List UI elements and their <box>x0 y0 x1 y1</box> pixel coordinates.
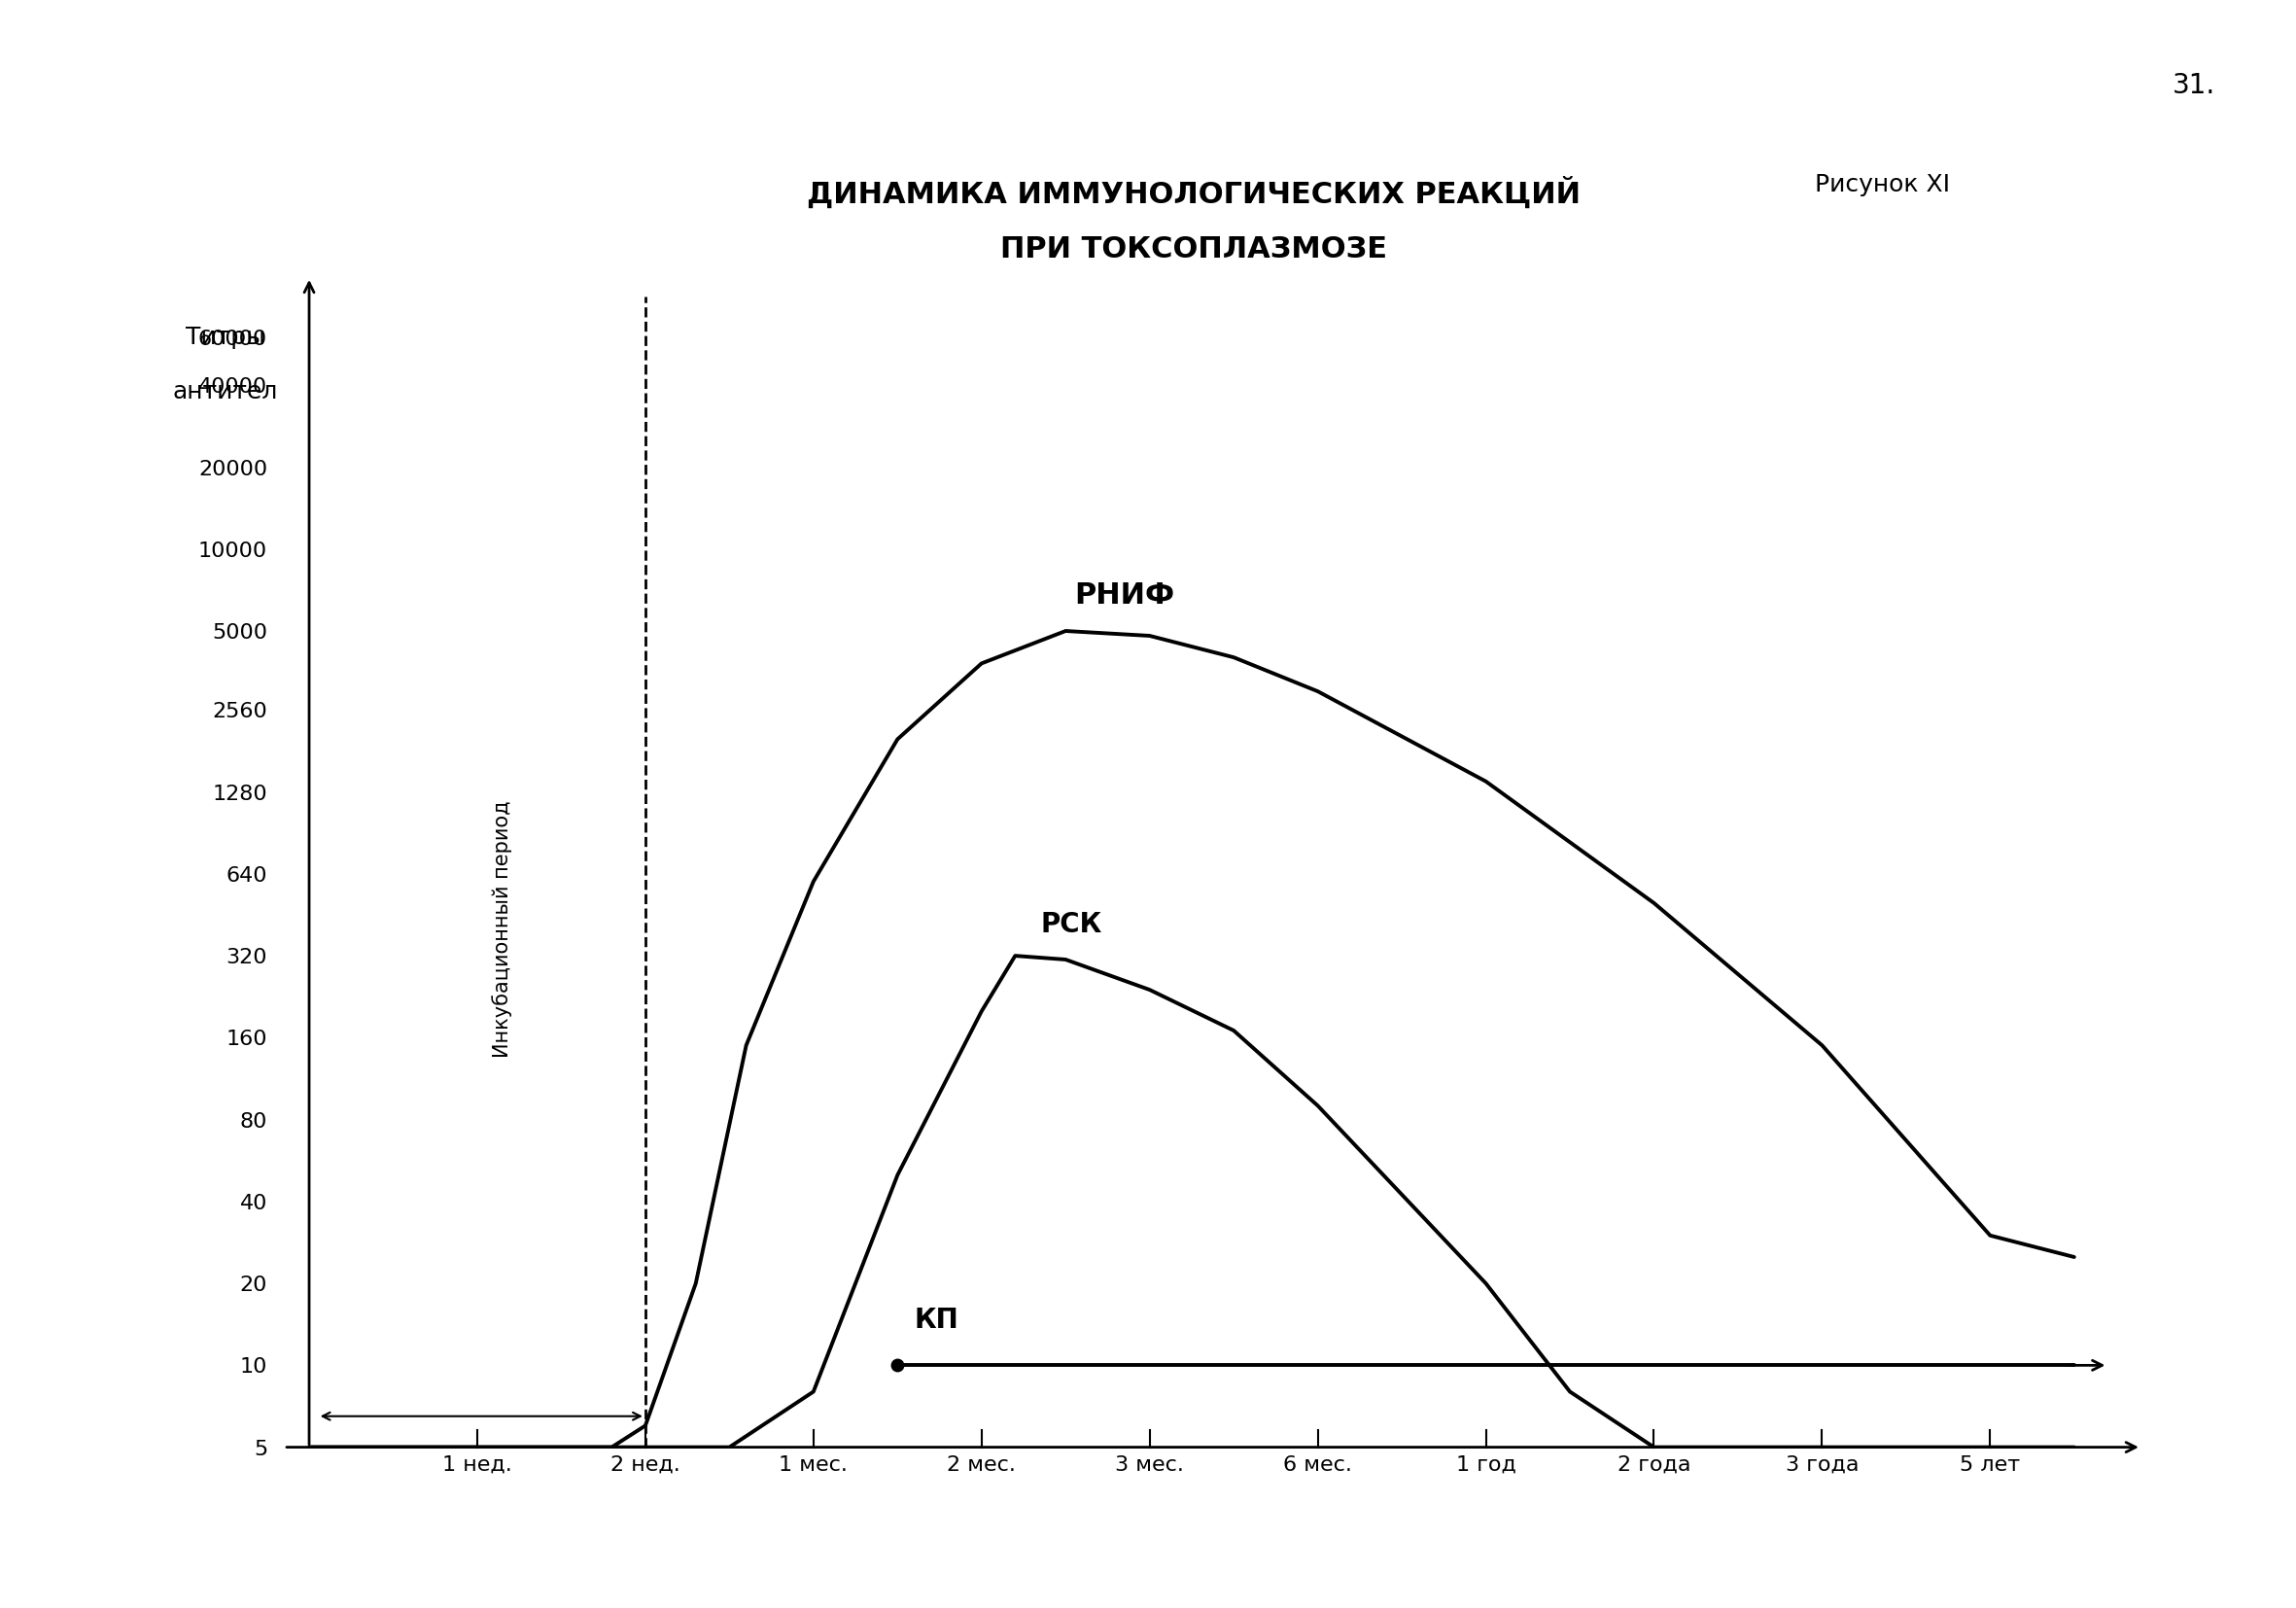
Text: антител: антител <box>172 379 278 404</box>
Text: ПРИ ТОКСОПЛАЗМОЗЕ: ПРИ ТОКСОПЛАЗМОЗЕ <box>1001 235 1387 264</box>
Text: ДИНАМИКА ИММУНОЛОГИЧЕСКИХ РЕАКЦИЙ: ДИНАМИКА ИММУНОЛОГИЧЕСКИХ РЕАКЦИЙ <box>806 177 1582 209</box>
Text: 31.: 31. <box>2172 72 2216 100</box>
Text: КП: КП <box>914 1307 960 1335</box>
Text: РНИФ: РНИФ <box>1075 580 1173 609</box>
Text: Инкубационный период: Инкубационный период <box>491 801 512 1058</box>
Text: Титры: Титры <box>186 326 264 349</box>
Text: Рисунок XI: Рисунок XI <box>1816 174 1949 196</box>
Text: РСК: РСК <box>1040 912 1102 939</box>
